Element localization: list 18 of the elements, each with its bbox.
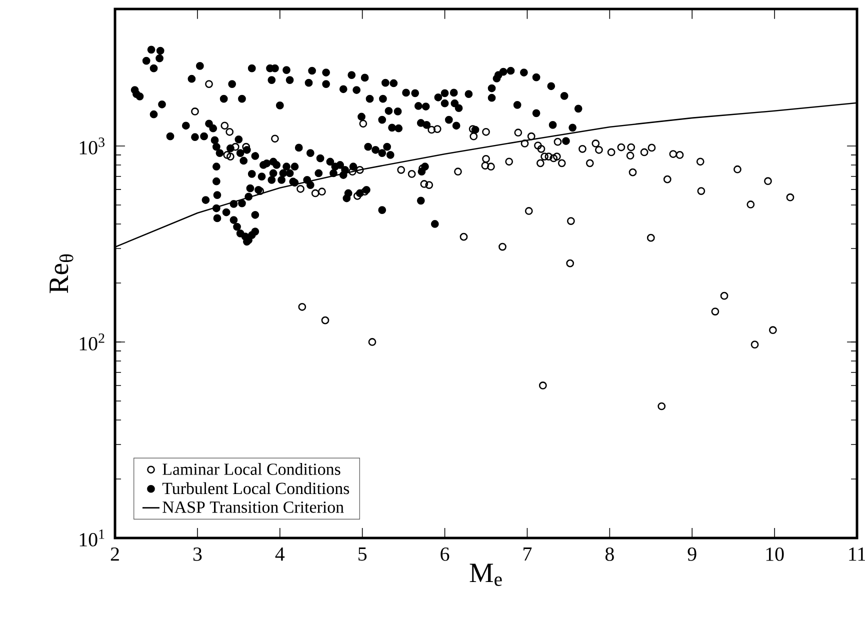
x-tick-label: 11	[849, 547, 865, 561]
y-tick-label: 10$^{3}$	[80, 138, 104, 154]
x-tick-label: 2	[110, 547, 119, 561]
x-tick-label: 3	[193, 547, 202, 561]
x-tick-label: 10	[766, 547, 784, 561]
y-axis-title: Re$_{θ}$	[50, 254, 74, 294]
x-tick-label: 6	[440, 547, 450, 561]
x-tick-label: 8	[605, 547, 614, 561]
y-tick-label: 10$^{2}$	[80, 334, 104, 350]
legend-label: Laminar Local Conditions	[162, 463, 340, 475]
x-tick-label: 4	[275, 547, 285, 561]
legend-label: NASP Transition Criterion	[162, 501, 344, 513]
x-axis-title: M$_{e}$	[470, 564, 502, 586]
x-tick-label: 9	[688, 547, 696, 561]
x-tick-label: 5	[358, 547, 367, 561]
legend-label: Turbulent Local Conditions	[162, 482, 350, 494]
y-tick-label: 10$^{1}$	[80, 530, 104, 546]
x-tick-label: 7	[524, 547, 532, 561]
